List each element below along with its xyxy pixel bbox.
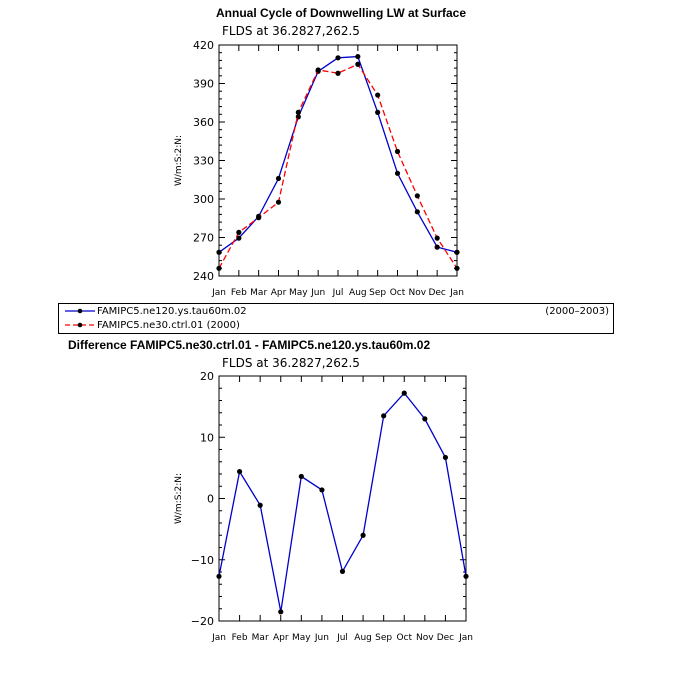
- chart1-title: Annual Cycle of Downwelling LW at Surfac…: [216, 6, 467, 20]
- chart1-xtick-label: Apr: [271, 288, 287, 298]
- chart1-series-2-point: [275, 199, 282, 205]
- chart1-series-1-point: [216, 249, 222, 255]
- legend-label-ne30: FAMIPC5.ne30.ctrl.01 (2000): [97, 320, 240, 331]
- chart1-xtick-label: Jan: [449, 288, 464, 298]
- chart2-series-1-point: [216, 573, 222, 579]
- chart1-series-1-point: [236, 235, 242, 241]
- chart1-xtick-label: Nov: [409, 288, 427, 298]
- chart2-xtick-label: Aug: [354, 633, 372, 643]
- legend-swatch-ne120: [65, 308, 95, 314]
- chart1-xtick-label: Oct: [390, 288, 406, 298]
- chart2-xtick-label: Dec: [437, 633, 454, 643]
- chart1-series-1-point: [275, 175, 282, 182]
- chart2-ytick-label: −20: [191, 615, 214, 628]
- chart1-series-2-point: [315, 67, 321, 73]
- chart2-xtick-label: Jun: [314, 633, 329, 643]
- legend-label-ne120: FAMIPC5.ne120.ys.tau60m.02: [97, 306, 247, 317]
- chart1-series-2-point: [394, 148, 401, 155]
- chart2-xtick-label: Jan: [211, 633, 226, 643]
- chart1-xtick-label: Mar: [250, 288, 267, 298]
- chart1-xtick-label: Dec: [428, 288, 445, 298]
- legend: FAMIPC5.ne120.ys.tau60m.02 (2000–2003) F…: [58, 303, 614, 334]
- chart1-series-2-point: [256, 215, 262, 221]
- chart1-ylabel: W/m:S:2:N:: [174, 135, 184, 186]
- chart1-series-1-point: [355, 53, 361, 60]
- chart1-ytick-label: 240: [193, 270, 214, 283]
- chart1-xtick-label: Feb: [231, 288, 247, 298]
- chart2-xtick-label: Feb: [232, 633, 248, 643]
- chart2-series-1-point: [381, 413, 387, 419]
- chart2-series-1-point: [278, 609, 284, 615]
- chart2-xtick-label: May: [292, 633, 311, 643]
- chart1-xtick-label: Jul: [332, 288, 344, 298]
- legend-swatch-ne30: [65, 322, 95, 328]
- chart2-xtick-label: Oct: [396, 633, 412, 643]
- chart1-ytick-label: 390: [193, 78, 214, 91]
- chart2-series-1-point: [442, 454, 449, 461]
- legend-period: (2000–2003): [545, 306, 609, 317]
- chart2-subtitle: FLDS at 36.2827,262.5: [222, 356, 360, 370]
- chart1-ytick-label: 360: [193, 116, 214, 129]
- chart2-series-1-point: [422, 416, 428, 422]
- chart1-series-2-point: [216, 265, 222, 271]
- chart1-series-1-point: [335, 55, 341, 61]
- chart2-title: Difference FAMIPC5.ne30.ctrl.01 - FAMIPC…: [68, 338, 431, 352]
- chart2-xtick-label: Apr: [273, 633, 289, 643]
- chart2-xtick-label: Jan: [458, 633, 473, 643]
- chart1-series-2-point: [454, 265, 460, 271]
- chart1-series-line-1: [218, 55, 458, 253]
- chart1-series-2-point: [375, 92, 381, 98]
- chart1-series-line-2: [218, 63, 458, 269]
- chart1-series-2-point: [355, 61, 361, 67]
- chart2-xtick-label: Jul: [336, 633, 348, 643]
- chart2-series-1-point: [236, 468, 243, 475]
- chart1-series-1-point: [414, 209, 420, 215]
- chart1-xtick-label: Aug: [349, 288, 367, 298]
- chart2-series-1-point: [360, 532, 366, 538]
- chart2-series-1-point: [257, 502, 263, 508]
- chart2-series-1-point: [463, 573, 469, 579]
- chart2-ylabel: W/m:S:2:N:: [174, 473, 184, 524]
- chart2-xtick-label: Mar: [252, 633, 269, 643]
- chart1-series-1-point: [394, 170, 401, 176]
- chart1-xtick-label: Jan: [211, 288, 226, 298]
- chart2-ytick-label: 10: [200, 431, 214, 444]
- chart1-ytick-label: 300: [193, 193, 214, 206]
- chart1-series-1-point: [434, 244, 440, 250]
- chart1-xtick-label: Sep: [369, 288, 386, 298]
- chart1-ytick-label: 420: [193, 39, 214, 52]
- chart1-series-2-point: [414, 193, 420, 199]
- chart2-series-1-point: [298, 473, 304, 480]
- chart1-ytick-label: 270: [193, 232, 214, 245]
- chart1-series-2-point: [335, 70, 341, 76]
- legend-item-ne120: FAMIPC5.ne120.ys.tau60m.02 (2000–2003): [59, 305, 613, 319]
- chart2-series-line-1: [218, 392, 467, 612]
- chart2-ytick-label: 20: [200, 370, 214, 383]
- chart1-series-1-point: [454, 249, 460, 255]
- legend-item-ne30: FAMIPC5.ne30.ctrl.01 (2000): [59, 319, 613, 333]
- chart1-series-2-point: [236, 229, 242, 235]
- chart2-series-1-point: [319, 487, 325, 493]
- chart2-ytick-label: 0: [207, 493, 214, 506]
- chart2-ytick-label: −10: [191, 554, 214, 567]
- chart2-series-1-point: [401, 390, 407, 396]
- chart1-series-1-point: [375, 109, 381, 115]
- chart2-series-1-point: [339, 568, 346, 574]
- chart2-xtick-label: Nov: [416, 633, 434, 643]
- chart1-frame: [218, 44, 458, 277]
- chart1-series-2-point: [434, 235, 440, 241]
- chart1-ytick-label: 330: [193, 155, 214, 168]
- chart2-xtick-label: Sep: [375, 633, 392, 643]
- chart1-xtick-label: Jun: [310, 288, 325, 298]
- chart1-series-2-point: [295, 109, 301, 115]
- chart1-subtitle: FLDS at 36.2827,262.5: [222, 24, 360, 38]
- chart1-xtick-label: May: [289, 288, 308, 298]
